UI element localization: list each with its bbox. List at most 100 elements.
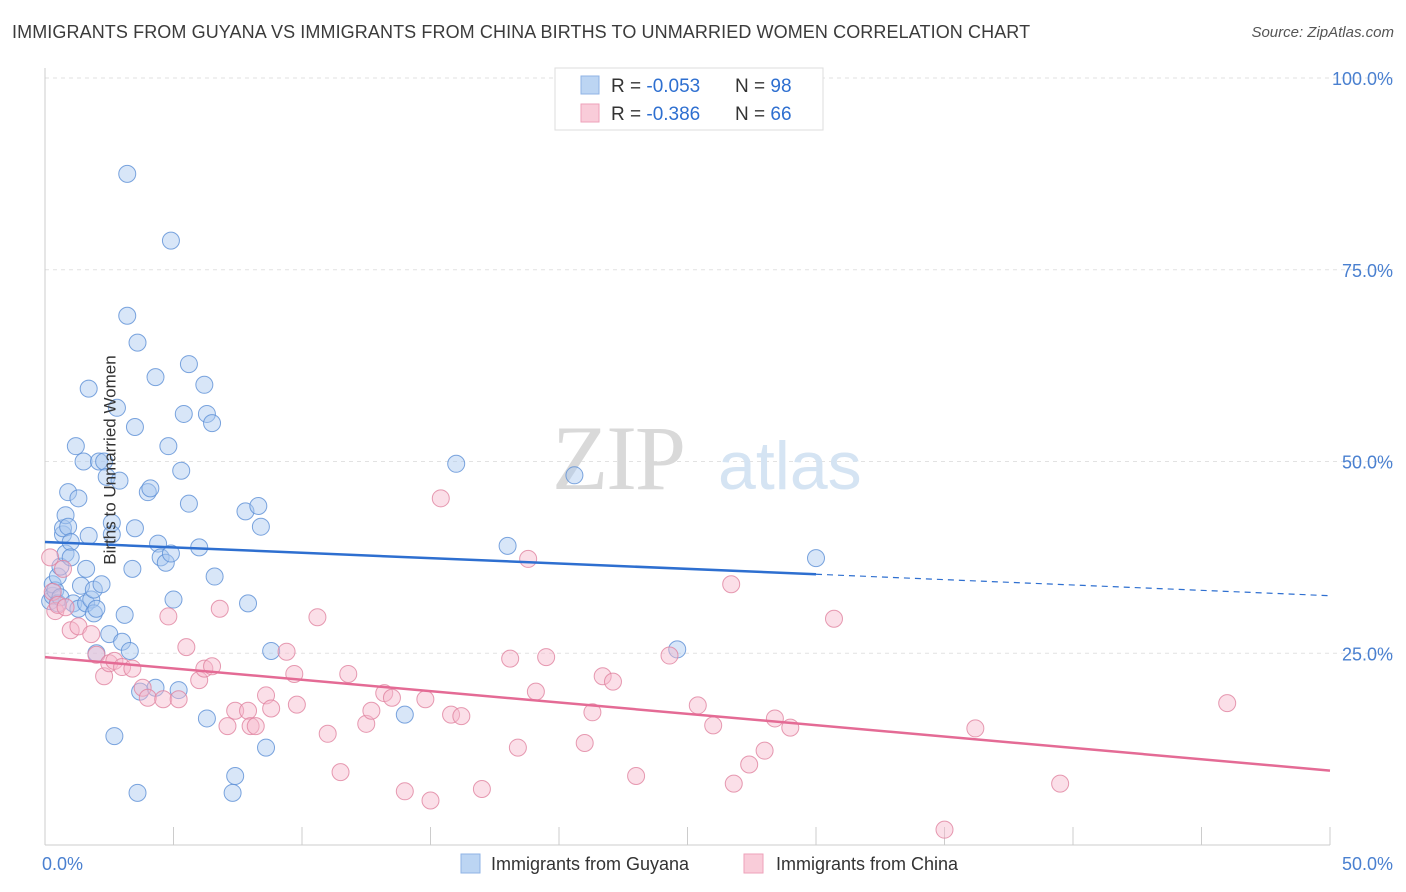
data-point (603, 672, 622, 691)
data-point (583, 703, 602, 722)
data-point (197, 404, 216, 423)
trend-lines (44, 540, 1331, 772)
data-point (257, 738, 276, 757)
correlation-legend: R = -0.053 N = 98 R = -0.386 N = 66 (554, 67, 824, 131)
svg-text:R = -0.053: R = -0.053 (611, 76, 700, 97)
data-point (241, 717, 260, 736)
data-point (84, 604, 103, 623)
series-china-points (41, 489, 1237, 839)
data-point (688, 696, 707, 715)
data-point (107, 398, 126, 417)
data-point (102, 525, 121, 544)
data-point (169, 681, 188, 700)
legend-n-value-china: 66 (770, 104, 791, 125)
data-point (395, 705, 414, 724)
data-point (807, 549, 825, 568)
watermark: ZIP atlas (552, 407, 862, 509)
data-point (95, 452, 114, 471)
data-point (138, 688, 157, 707)
data-point (141, 479, 160, 498)
data-point (118, 164, 137, 183)
data-point (226, 766, 245, 785)
data-point (537, 648, 556, 667)
data-point (501, 649, 520, 668)
legend-n-value-guyana: 98 (770, 76, 791, 97)
data-point (431, 489, 450, 508)
data-point (765, 709, 784, 728)
legend-swatch-guyana (580, 75, 600, 95)
data-point (120, 641, 139, 660)
data-point (87, 645, 106, 664)
data-point (239, 701, 258, 720)
data-point (87, 599, 106, 618)
x-tick-labels: 0.0% 50.0% (42, 854, 1393, 874)
legend-r-label-guyana: R = (611, 76, 646, 97)
data-point (421, 791, 440, 810)
data-point (824, 609, 843, 628)
data-point (79, 379, 98, 398)
x-tick-label: 50.0% (1342, 854, 1393, 874)
data-point (59, 483, 78, 502)
chart-title: IMMIGRANTS FROM GUYANA VS IMMIGRANTS FRO… (12, 22, 1031, 42)
data-point (169, 690, 188, 709)
data-point (179, 355, 198, 374)
data-point (179, 494, 198, 513)
data-point (251, 517, 270, 536)
data-point (125, 417, 144, 436)
data-point (218, 717, 237, 736)
data-point (177, 638, 196, 657)
grid-lines (45, 77, 1395, 654)
legend-swatch-china (580, 103, 600, 123)
data-point (89, 452, 108, 471)
data-point (66, 437, 85, 456)
data-point (128, 783, 147, 802)
data-point (704, 716, 723, 735)
data-point (508, 738, 527, 757)
data-point (146, 368, 165, 387)
data-point (287, 695, 306, 714)
data-point (395, 782, 414, 801)
data-point (210, 599, 229, 618)
data-point (154, 690, 173, 709)
data-point (92, 575, 111, 594)
data-point (472, 780, 491, 799)
data-point (593, 667, 612, 686)
source-label: Source: ZipAtlas.com (1251, 24, 1394, 41)
series-legend: Immigrants from Guyana Immigrants from C… (460, 853, 959, 874)
data-point (161, 544, 180, 563)
data-point (724, 774, 743, 793)
data-point (722, 575, 741, 594)
data-point (447, 454, 466, 473)
legend-n-label-guyana: N = (735, 76, 770, 97)
watermark-zip: ZIP (552, 407, 684, 509)
data-point (79, 526, 98, 545)
data-point (128, 333, 147, 352)
data-point (56, 506, 75, 525)
data-point (69, 489, 88, 508)
data-point (239, 594, 258, 613)
data-point (575, 733, 594, 752)
data-point (115, 605, 134, 624)
data-point (331, 763, 350, 782)
data-point (105, 727, 124, 746)
data-point (41, 548, 60, 567)
data-point (56, 598, 75, 617)
svg-text:N = 98: N = 98 (735, 76, 792, 97)
data-point (156, 553, 175, 572)
data-point (151, 548, 170, 567)
data-point (223, 783, 242, 802)
data-point (159, 607, 178, 626)
y-tick-label: 50.0% (1342, 453, 1393, 473)
y-tick-labels: 100.0% 75.0% 50.0% 25.0% (1332, 69, 1393, 664)
data-point (1218, 694, 1237, 713)
data-point (118, 306, 137, 325)
y-tick-label: 25.0% (1342, 644, 1393, 664)
data-point (966, 719, 985, 738)
data-point (308, 608, 327, 627)
data-point (246, 717, 265, 736)
trend-line-extension-0 (815, 573, 1331, 597)
data-point (203, 414, 222, 433)
data-point (416, 690, 435, 709)
data-point (59, 517, 78, 536)
data-point (123, 559, 142, 578)
